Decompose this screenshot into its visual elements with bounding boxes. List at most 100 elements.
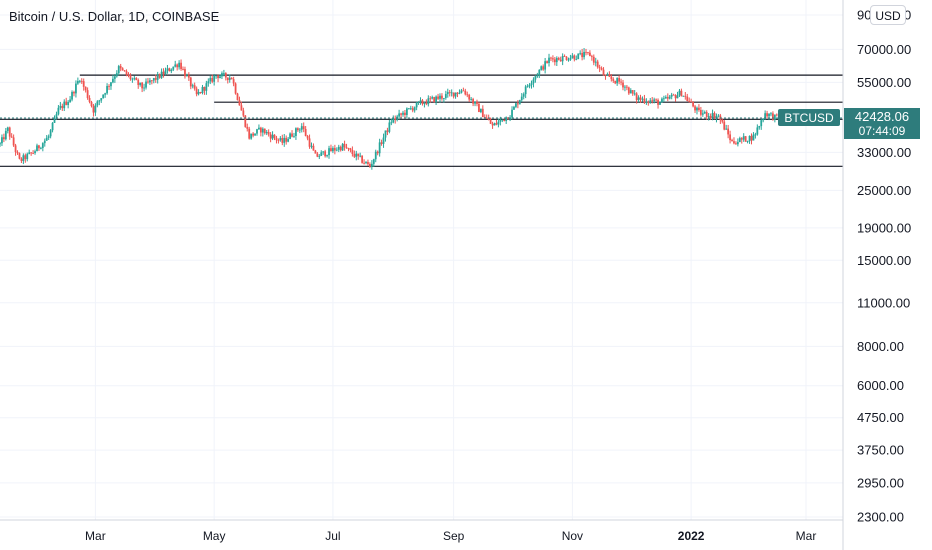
candle[interactable] [61,103,64,111]
candle[interactable] [723,119,726,131]
candle[interactable] [587,51,589,55]
candle[interactable] [750,133,753,145]
candle[interactable] [678,88,681,97]
candle[interactable] [310,142,313,149]
candle[interactable] [326,154,328,158]
candle[interactable] [629,88,632,94]
candle[interactable] [123,70,126,72]
candle[interactable] [571,53,574,59]
candle[interactable] [203,86,206,95]
candle[interactable] [180,59,182,71]
candle[interactable] [515,102,517,109]
candle[interactable] [160,68,163,79]
candle[interactable] [376,150,379,156]
candle[interactable] [78,79,81,84]
candle[interactable] [573,54,576,62]
candle[interactable] [240,101,243,111]
candle[interactable] [441,93,443,101]
candle[interactable] [686,93,689,102]
candle[interactable] [43,138,46,147]
candle[interactable] [699,106,702,117]
candle[interactable] [209,75,212,85]
candle[interactable] [234,82,237,95]
candle[interactable] [289,132,291,140]
candle[interactable] [143,83,145,92]
candle[interactable] [246,123,249,132]
candle[interactable] [219,74,221,79]
candle[interactable] [172,66,175,72]
candle[interactable] [705,110,708,120]
candle[interactable] [295,127,297,140]
candle[interactable] [187,72,190,81]
candle[interactable] [594,57,597,67]
candle[interactable] [758,125,761,130]
candle[interactable] [121,67,124,71]
candle[interactable] [604,74,607,80]
candle[interactable] [30,152,33,156]
candle[interactable] [353,150,356,158]
candle[interactable] [263,128,266,135]
candle[interactable] [616,77,619,86]
candle[interactable] [707,113,710,121]
candle[interactable] [20,157,23,164]
candle[interactable] [600,66,603,71]
candle[interactable] [125,69,128,77]
candle[interactable] [452,92,455,99]
candle[interactable] [437,93,439,100]
candle[interactable] [439,93,441,103]
candle[interactable] [320,150,323,157]
candle[interactable] [304,126,307,137]
candle[interactable] [139,82,142,87]
candle[interactable] [585,48,587,56]
candle[interactable] [618,75,621,85]
candle[interactable] [544,57,547,74]
candle[interactable] [14,143,17,156]
candle[interactable] [766,110,768,119]
candle[interactable] [419,97,422,105]
candle[interactable] [590,54,593,61]
candle[interactable] [256,128,258,136]
candle[interactable] [324,149,327,158]
candle[interactable] [259,126,262,137]
candle[interactable] [552,55,554,63]
candle[interactable] [596,59,599,69]
candle[interactable] [300,123,303,133]
candle[interactable] [2,133,5,143]
candle[interactable] [398,109,401,120]
candle[interactable] [269,132,272,143]
candle[interactable] [238,96,241,106]
candle[interactable] [359,152,362,158]
candle[interactable] [221,71,223,80]
candle[interactable] [709,113,712,120]
candle[interactable] [423,101,426,108]
candle[interactable] [505,116,508,125]
candle[interactable] [624,85,626,92]
candle[interactable] [302,122,305,133]
candle[interactable] [768,113,770,121]
candle[interactable] [1,134,3,147]
candle[interactable] [526,84,529,88]
candle[interactable] [119,63,122,72]
candle[interactable] [250,133,253,140]
candle[interactable] [57,105,60,116]
candle[interactable] [682,95,685,97]
candle[interactable] [390,118,393,126]
candle[interactable] [668,94,671,100]
candle[interactable] [76,77,79,85]
candle[interactable] [633,90,636,96]
candle[interactable] [32,150,34,155]
candle[interactable] [448,89,451,97]
candle[interactable] [189,76,192,90]
candle[interactable] [217,74,219,83]
candle[interactable] [431,95,434,100]
candle[interactable] [86,87,89,100]
candle[interactable] [96,100,99,108]
candle[interactable] [131,77,134,83]
candle[interactable] [271,131,274,141]
candle[interactable] [388,119,391,134]
candle[interactable] [744,135,747,142]
candle[interactable] [147,77,149,84]
candle[interactable] [433,96,436,103]
candle[interactable] [429,96,432,103]
candle[interactable] [536,72,539,78]
